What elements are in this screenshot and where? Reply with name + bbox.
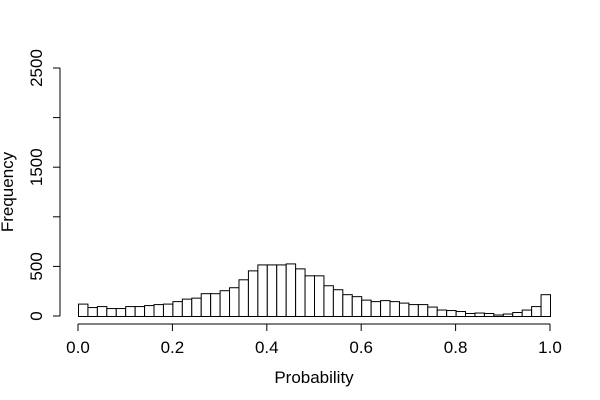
histogram-bar xyxy=(257,264,268,318)
x-axis-ticks: 0.0 0.2 0.4 0.6 0.8 1.0 xyxy=(66,324,562,357)
histogram-bar xyxy=(266,264,278,318)
histogram-bar xyxy=(191,297,202,317)
histogram-bar xyxy=(181,298,193,318)
y-axis-ticks: 0 500 1500 2500 xyxy=(27,49,60,321)
x-tick-label: 0.0 xyxy=(66,338,90,357)
histogram-bar xyxy=(502,313,514,317)
histogram-bar xyxy=(521,309,533,317)
histogram-bar xyxy=(247,270,259,317)
histogram-bar xyxy=(78,303,89,318)
histogram-bar xyxy=(87,307,98,318)
histogram-bar xyxy=(285,263,297,318)
y-tick-label: 2500 xyxy=(27,49,46,87)
histogram-bar xyxy=(361,299,372,318)
histogram-bar xyxy=(295,268,306,318)
histogram-bar xyxy=(125,306,136,317)
histogram-bar xyxy=(210,293,221,317)
x-tick-label: 0.4 xyxy=(255,338,279,357)
histogram-bar xyxy=(351,296,363,318)
histogram-bar xyxy=(144,305,155,317)
histogram-bar xyxy=(276,264,287,318)
histogram-bar xyxy=(314,275,325,317)
y-tick-label: 0 xyxy=(27,311,46,320)
histogram-bar xyxy=(153,304,164,318)
x-tick-label: 1.0 xyxy=(538,338,562,357)
x-tick-label: 0.8 xyxy=(444,338,468,357)
x-tick-label: 0.6 xyxy=(349,338,373,357)
histogram-bar xyxy=(465,313,476,317)
histogram-bar xyxy=(134,306,146,317)
histogram-bar xyxy=(455,311,467,318)
histogram-bar xyxy=(162,303,174,318)
histogram-bar xyxy=(512,312,523,317)
histogram-bar xyxy=(417,304,429,318)
histogram-bar xyxy=(229,287,240,318)
histogram-bar xyxy=(427,306,438,317)
histogram-bar xyxy=(436,309,448,317)
histogram-bar xyxy=(106,308,117,317)
y-tick-label: 500 xyxy=(27,252,46,280)
histogram-bar xyxy=(342,294,353,317)
histogram-bar xyxy=(238,279,249,317)
histogram-bar xyxy=(446,310,457,317)
histogram-bar xyxy=(483,313,495,317)
histogram-bar xyxy=(219,290,231,317)
histogram-bar xyxy=(370,301,382,317)
histogram-bars xyxy=(78,263,551,318)
histogram-bar xyxy=(540,294,551,317)
histogram-bar xyxy=(96,306,108,317)
histogram-bar xyxy=(323,285,334,317)
y-axis-title: Frequency xyxy=(0,151,17,232)
histogram-bar xyxy=(398,302,410,317)
histogram-bar xyxy=(115,308,127,317)
histogram-bar xyxy=(380,300,391,318)
histogram-bar xyxy=(474,312,485,317)
histogram-bar xyxy=(531,306,542,317)
histogram-bar xyxy=(493,314,504,318)
x-axis-title: Probability xyxy=(274,368,354,387)
histogram-bar xyxy=(304,275,315,317)
histogram-bar xyxy=(332,289,344,318)
histogram-bar xyxy=(389,301,400,317)
x-tick-label: 0.2 xyxy=(161,338,185,357)
histogram-bar xyxy=(408,304,419,318)
histogram-bar xyxy=(200,293,212,317)
y-tick-label: 1500 xyxy=(27,148,46,186)
histogram-bar xyxy=(172,301,183,317)
